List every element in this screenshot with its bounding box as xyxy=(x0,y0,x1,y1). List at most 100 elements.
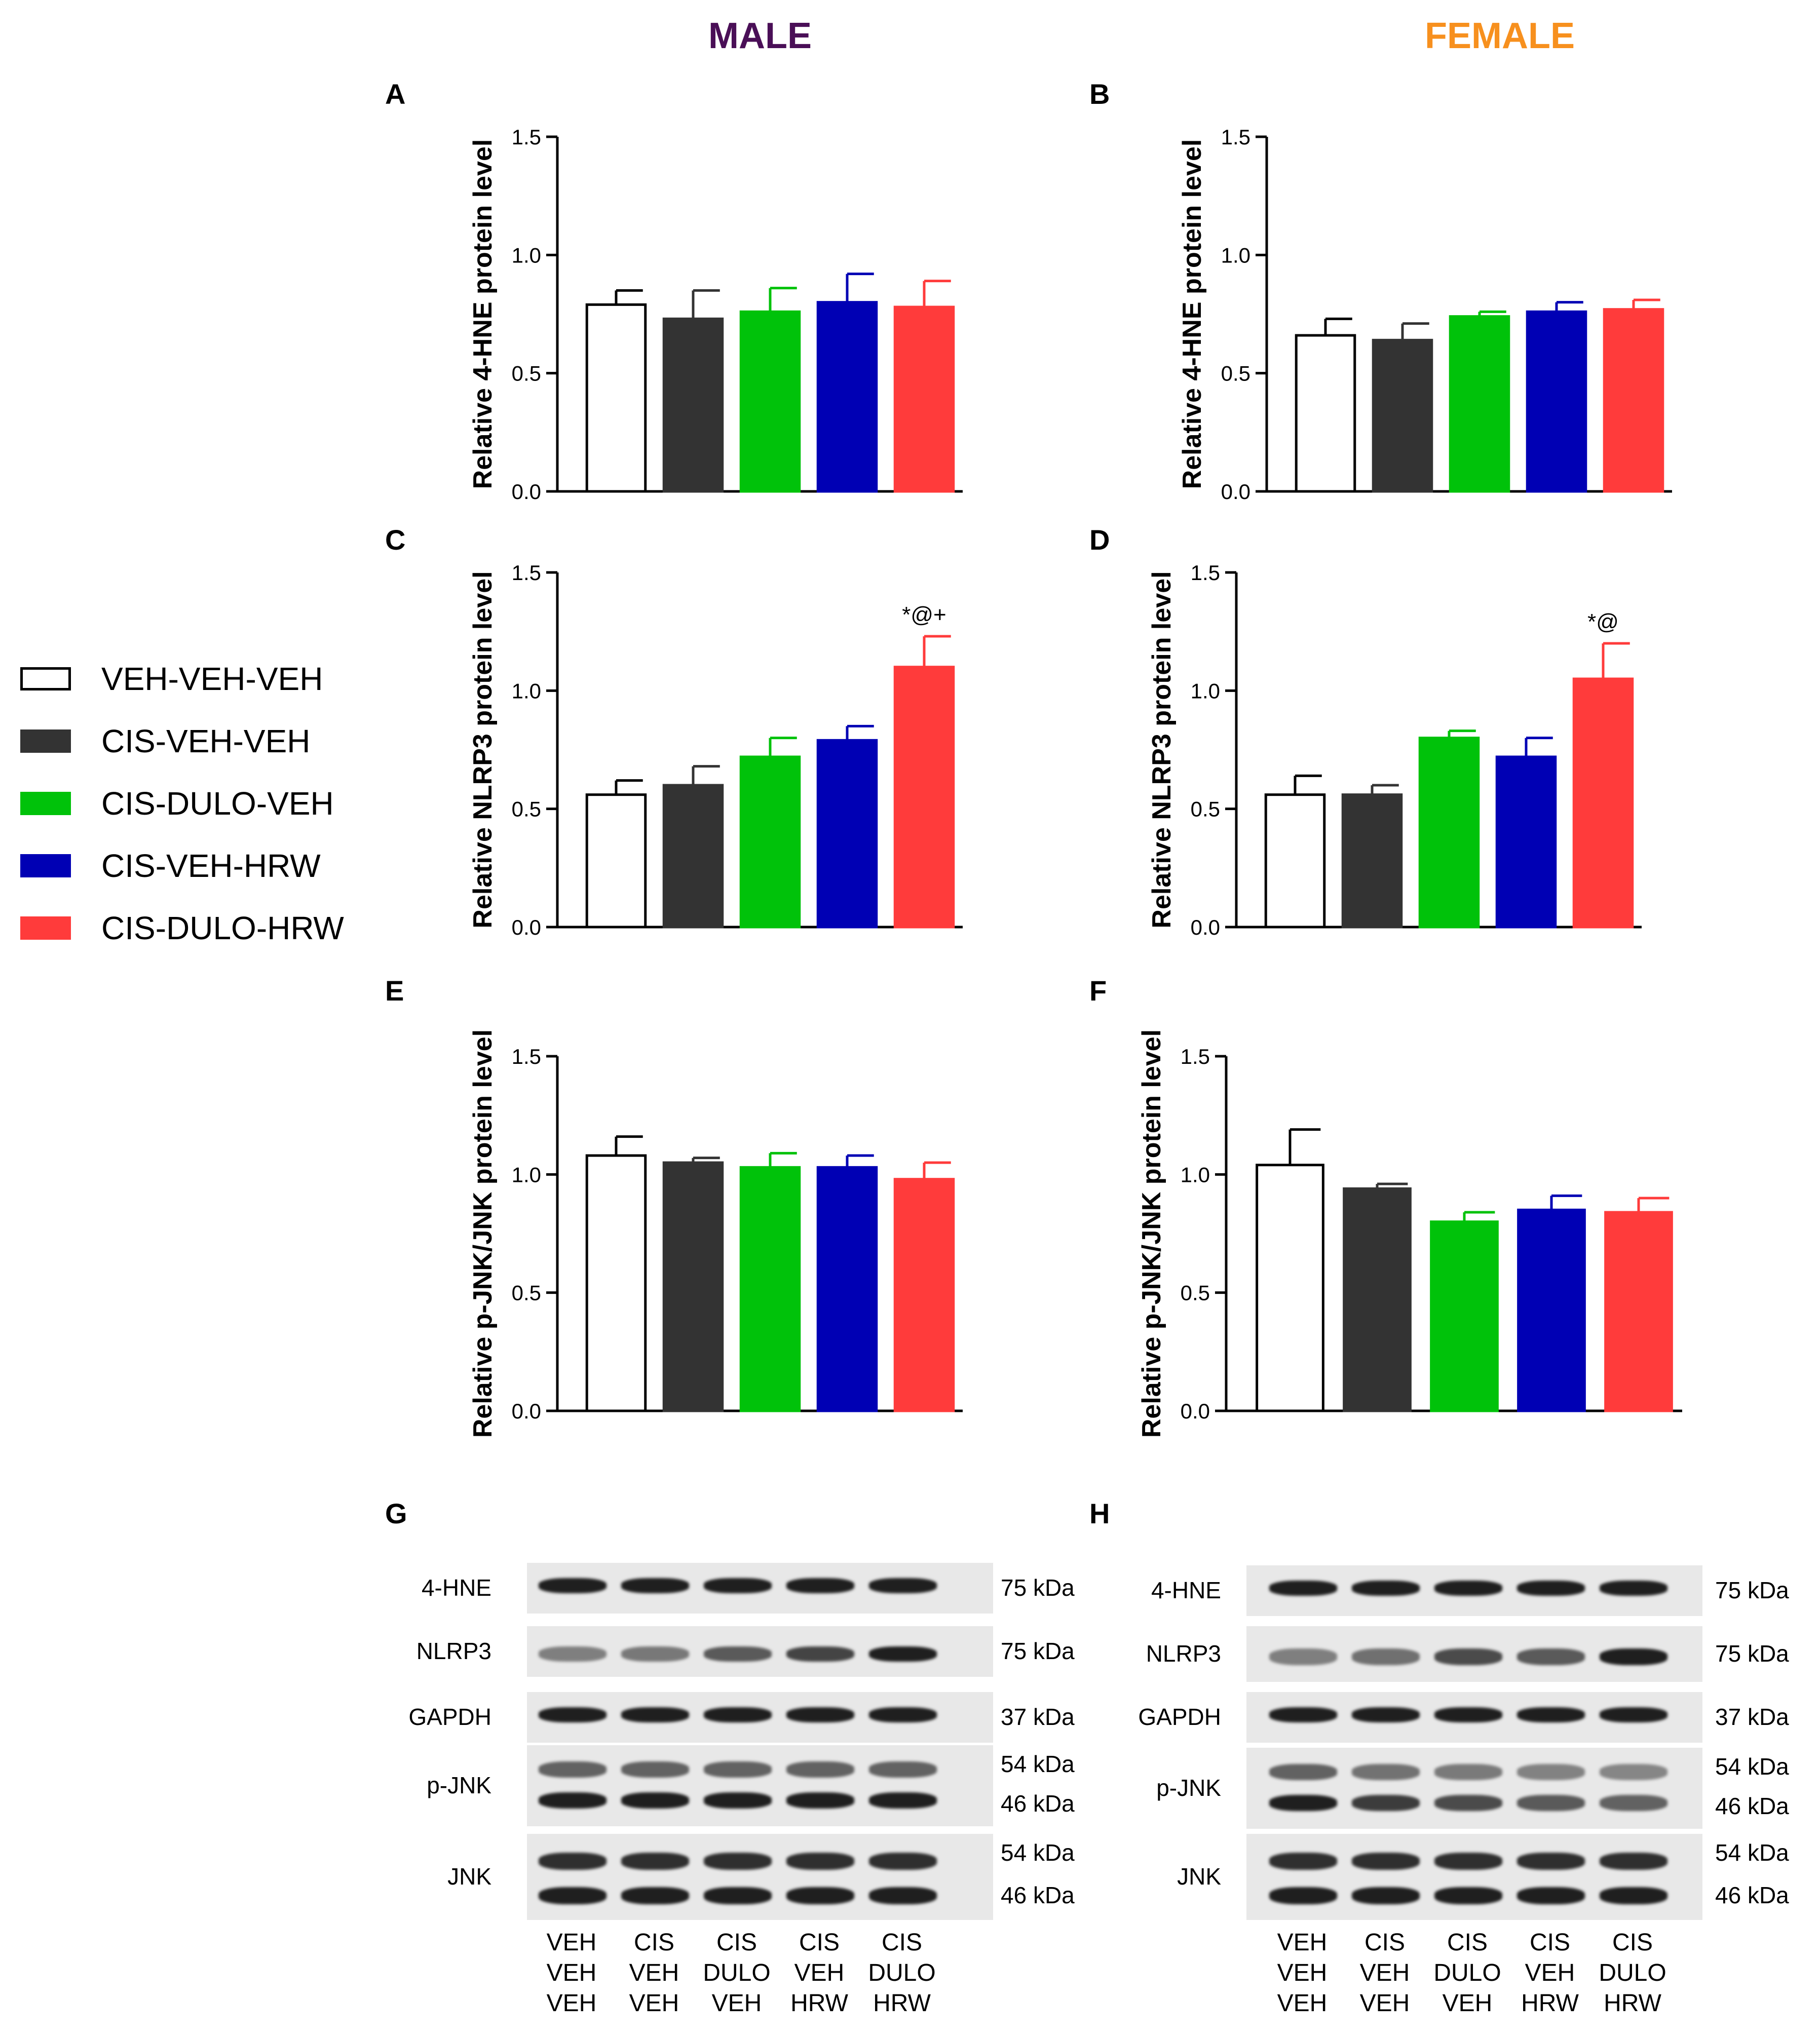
lane-label: CIS VEH VEH xyxy=(1344,1928,1425,2019)
lane-label-line: CIS xyxy=(1529,1929,1570,1956)
bar xyxy=(1341,793,1403,929)
blot-band xyxy=(1434,1887,1502,1905)
y-tick-label: 1.5 xyxy=(1191,561,1220,585)
blot-band xyxy=(539,1792,606,1809)
y-tick-label: 0.0 xyxy=(1191,915,1220,939)
lane-label-line: VEH xyxy=(794,1960,845,1986)
y-tick-label: 0.5 xyxy=(512,362,541,386)
blot-band xyxy=(1269,1581,1337,1596)
y-tick-label: 1.0 xyxy=(1221,243,1250,267)
y-axis-label: Relative NLRP3 protein level xyxy=(1147,571,1177,928)
y-tick-label: 0.5 xyxy=(1181,1281,1210,1305)
blot-band xyxy=(1517,1707,1585,1722)
lane-label: CIS DULO HRW xyxy=(861,1928,942,2019)
blot-band xyxy=(869,1853,937,1870)
panel-letter: D xyxy=(1089,524,1110,556)
lane-label-line: VEH xyxy=(546,1960,597,1986)
blot-strip xyxy=(527,1834,993,1920)
blot-row-label: 4-HNE xyxy=(421,1574,491,1601)
blot-strip xyxy=(527,1626,993,1677)
blot-strip xyxy=(1246,1748,1702,1829)
bar xyxy=(662,1161,724,1412)
legend-item: CIS-DULO-VEH xyxy=(20,785,334,822)
legend-item: CIS-VEH-HRW xyxy=(20,848,321,884)
legend-swatch xyxy=(20,854,71,877)
blot-kda-label: 37 kDa xyxy=(1001,1704,1075,1730)
lane-label-line: VEH xyxy=(1277,1929,1328,1956)
blot-band xyxy=(621,1792,689,1809)
blot-kda-label: 54 kDa xyxy=(1001,1751,1075,1777)
legend-label: CIS-VEH-VEH xyxy=(101,723,311,759)
blot-kda-label: 46 kDa xyxy=(1001,1881,1075,1908)
female-title: FEMALE xyxy=(1425,16,1575,56)
y-tick-label: 1.0 xyxy=(512,243,541,267)
blot-band xyxy=(539,1761,606,1778)
blot-strip xyxy=(1246,1565,1702,1616)
blot-band xyxy=(1517,1764,1585,1780)
lane-label-line: VEH xyxy=(1525,1960,1575,1986)
blot-kda-label: 46 kDa xyxy=(1715,1793,1789,1819)
blot-band xyxy=(869,1887,937,1905)
bar xyxy=(816,1166,878,1412)
blot-row-label: NLRP3 xyxy=(1146,1640,1221,1667)
lane-label-line: CIS xyxy=(716,1929,757,1956)
blot-band xyxy=(1352,1707,1420,1722)
lane-label-line: CIS xyxy=(881,1929,922,1956)
lane-label-line: VEH xyxy=(1442,1990,1493,2017)
bar xyxy=(1343,1187,1412,1412)
y-tick-label: 0.5 xyxy=(1191,797,1220,821)
lane-label-line: VEH xyxy=(546,1929,597,1956)
significance-annotation: *@+ xyxy=(902,602,946,627)
blot-band xyxy=(1269,1764,1337,1780)
blot-band xyxy=(1269,1887,1337,1905)
panel-letter: A xyxy=(385,78,405,110)
y-tick-label: 0.5 xyxy=(512,1281,541,1305)
legend-label: CIS-VEH-HRW xyxy=(101,848,321,884)
blot-band xyxy=(786,1792,854,1809)
blot-band xyxy=(1352,1887,1420,1905)
blot-strip xyxy=(1246,1692,1702,1743)
bar xyxy=(739,310,801,493)
blot-band xyxy=(1434,1648,1502,1665)
y-tick-label: 1.0 xyxy=(1181,1163,1210,1186)
blot-band xyxy=(704,1646,772,1662)
lane-label-line: DULO xyxy=(1599,1960,1666,1986)
y-tick-label: 1.0 xyxy=(512,1163,541,1186)
blot-strip xyxy=(527,1563,993,1614)
blot-row-label: JNK xyxy=(447,1863,491,1890)
blot-band xyxy=(1434,1794,1502,1811)
blot-kda-label: 75 kDa xyxy=(1001,1574,1075,1601)
y-tick-label: 1.5 xyxy=(512,1045,541,1068)
lane-label: CIS DULO HRW xyxy=(1592,1928,1673,2019)
blot-band xyxy=(1352,1794,1420,1811)
blot-row-label: GAPDH xyxy=(408,1704,491,1730)
blot-band xyxy=(1517,1794,1585,1811)
bar xyxy=(1572,677,1634,929)
legend-swatch xyxy=(20,729,71,753)
blot-band xyxy=(1434,1707,1502,1722)
bar xyxy=(585,1154,647,1412)
legend-item: CIS-VEH-VEH xyxy=(20,723,311,759)
bar xyxy=(739,755,801,929)
lane-label-line: CIS xyxy=(1612,1929,1653,1956)
blot-band xyxy=(1269,1794,1337,1811)
blot-band xyxy=(1600,1853,1667,1870)
blot-band xyxy=(1600,1887,1667,1905)
blot-kda-label: 54 kDa xyxy=(1715,1839,1789,1866)
blot-band xyxy=(1269,1648,1337,1665)
blot-band xyxy=(704,1853,772,1870)
bar xyxy=(585,793,647,929)
bar xyxy=(1372,338,1433,493)
blot-band xyxy=(704,1792,772,1809)
lane-label-line: VEH xyxy=(1277,1990,1328,2017)
blot-row-label: p-JNK xyxy=(427,1772,491,1798)
lane-label-line: DULO xyxy=(703,1960,771,1986)
y-tick-label: 0.0 xyxy=(1181,1399,1210,1423)
lane-label-line: HRW xyxy=(1604,1990,1661,2017)
panel-letter-g: G xyxy=(385,1497,407,1529)
bar xyxy=(1526,310,1587,493)
blot-strip xyxy=(1246,1834,1702,1920)
y-tick-label: 1.0 xyxy=(512,679,541,703)
bar xyxy=(1295,334,1356,493)
lane-label-line: HRW xyxy=(790,1990,848,2017)
